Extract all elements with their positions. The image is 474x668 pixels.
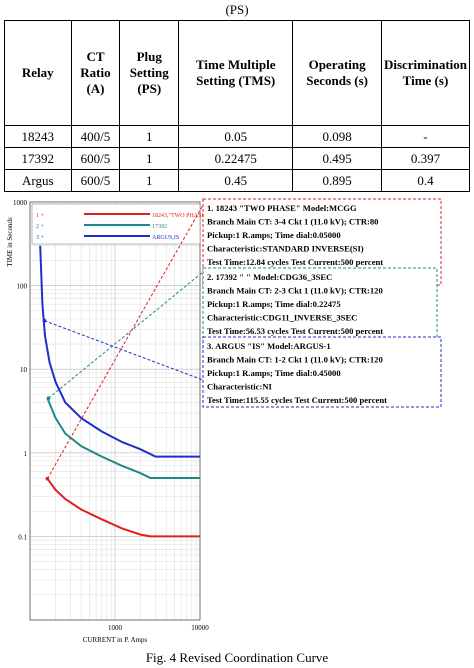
table-row: 17392 600/5 1 0.22475 0.495 0.397 (4, 147, 471, 170)
cell-relay: 18243 (4, 125, 72, 148)
annotation-leader (46, 204, 204, 479)
annotation-line: Branch Main CT: 2-3 Ckt 1 (11.0 kV); CTR… (207, 286, 383, 296)
table-row: Argus 600/5 1 0.45 0.895 0.4 (4, 169, 471, 192)
coordination-chart: 1000 100 10 1 0.1 1000 10000 CURRENT in P. Amps… (0, 180, 474, 652)
annotation-line: 3. ARGUS "IS" Model:ARGUS-1 (207, 341, 331, 351)
cell-discrimination-time: 0.397 (380, 147, 471, 170)
series-line (39, 245, 200, 458)
annotation-line: Characteristic:CDG11_INVERSE_3SEC (207, 313, 357, 323)
legend-number: 3 + (36, 235, 45, 241)
series-line (46, 397, 200, 479)
figure-caption: Fig. 4 Revised Coordination Curve (145, 650, 329, 665)
cell-relay: 17392 (4, 147, 72, 170)
y-axis-label: TIME in Seconds (6, 217, 14, 267)
cell-tms: 0.45 (178, 169, 294, 192)
cell-ct-ratio: 600/5 (70, 147, 121, 170)
x-tick-label: 10000 (191, 624, 209, 632)
y-tick-label: 0.1 (18, 533, 27, 541)
series-line (46, 478, 200, 538)
y-tick-label: 1 (24, 450, 28, 458)
cell-tms: 0.05 (178, 125, 294, 148)
annotation-anchor-dot (46, 396, 51, 400)
annotation-line: Branch Main CT: 3-4 Ckt 1 (11.0 kV); CTR… (207, 217, 378, 227)
cell-relay: Argus (4, 169, 72, 192)
annotation-line: Pickup:1 R.amps; Time dial:0.22475 (207, 299, 341, 309)
cell-ct-ratio: 400/5 (70, 125, 121, 148)
annotation-line: Characteristic:NI (207, 382, 273, 392)
annotation-anchor-dot (42, 318, 47, 323)
table-title-fragment: (PS) (225, 2, 249, 17)
header-plug-setting: Plug Setting (PS) (119, 20, 180, 126)
header-discrimination-time: Discrimination Time (s) (380, 20, 471, 126)
annotation-line: Test Time:12.84 cycles Test Current:500 … (207, 257, 383, 267)
header-ct-ratio: CT Ratio (A) (70, 20, 121, 126)
plot-frame (29, 201, 201, 621)
legend-label: 17392 (152, 224, 167, 230)
legend: 1 + 18243,"TWO PHASE" 2 + 17392 3 + ARGUS,IS (31, 203, 208, 245)
annotation-line: Test Time:56.53 cycles Test Current:500 … (207, 326, 383, 336)
cell-plug-setting: 1 (119, 125, 180, 148)
annotation-line: Branch Main CT: 1-2 Ckt 1 (11.0 kV); CTR… (207, 355, 383, 365)
y-tick-label: 10 (20, 366, 28, 374)
cell-operating-seconds: 0.895 (292, 169, 382, 192)
annotation-line: 2. 17392 " " Model:CDG36_3SEC (207, 272, 332, 282)
cell-tms: 0.22475 (178, 147, 294, 170)
relay-settings-table: Relay CT Ratio (A) Plug Setting (PS) Tim… (4, 20, 471, 192)
annotation-leader (48, 271, 204, 399)
cell-discrimination-time: 0.4 (380, 169, 471, 192)
y-tick-label: 100 (17, 283, 28, 291)
header-relay: Relay (4, 20, 72, 126)
annotation-line: Test Time:115.55 cycles Test Current:500… (207, 395, 387, 405)
cell-operating-seconds: 0.098 (292, 125, 382, 148)
cell-plug-setting: 1 (119, 147, 180, 170)
x-tick-label: 1000 (108, 624, 123, 632)
coordination-chart-svg: 1000 100 10 1 0.1 1000 10000 CURRENT in P. Amps… (6, 198, 442, 644)
legend-number: 1 + (36, 213, 45, 219)
annotation-box (202, 336, 442, 408)
annotation-anchor-dot (45, 476, 50, 481)
table-row: 18243 400/5 1 0.05 0.098 - (4, 125, 471, 148)
annotation-line: Characteristic:STANDARD INVERSE(SI) (207, 244, 364, 254)
annotation-line: Pickup:1 R.amps; Time dial:0.05000 (207, 230, 341, 240)
y-tick-label: 1000 (13, 199, 28, 207)
annotation-line: 1. 18243 "TWO PHASE" Model:MCGG (207, 203, 357, 213)
header-tms: Time Multiple Setting (TMS) (178, 20, 294, 126)
x-axis-label: CURRENT in P. Amps (83, 636, 148, 644)
annotation-leader (44, 320, 204, 381)
header-operating-seconds: Operating Seconds (s) (292, 20, 382, 126)
legend-number: 2 + (36, 224, 45, 230)
cell-operating-seconds: 0.495 (292, 147, 382, 170)
legend-label: 18243,"TWO PHASE" (152, 213, 208, 219)
grid (29, 201, 201, 621)
cell-discrimination-time: - (380, 125, 471, 148)
annotation-line: Pickup:1 R.amps; Time dial:0.45000 (207, 368, 341, 378)
table-header-row: Relay CT Ratio (A) Plug Setting (PS) Tim… (4, 20, 471, 126)
legend-label: ARGUS,IS (152, 235, 179, 241)
